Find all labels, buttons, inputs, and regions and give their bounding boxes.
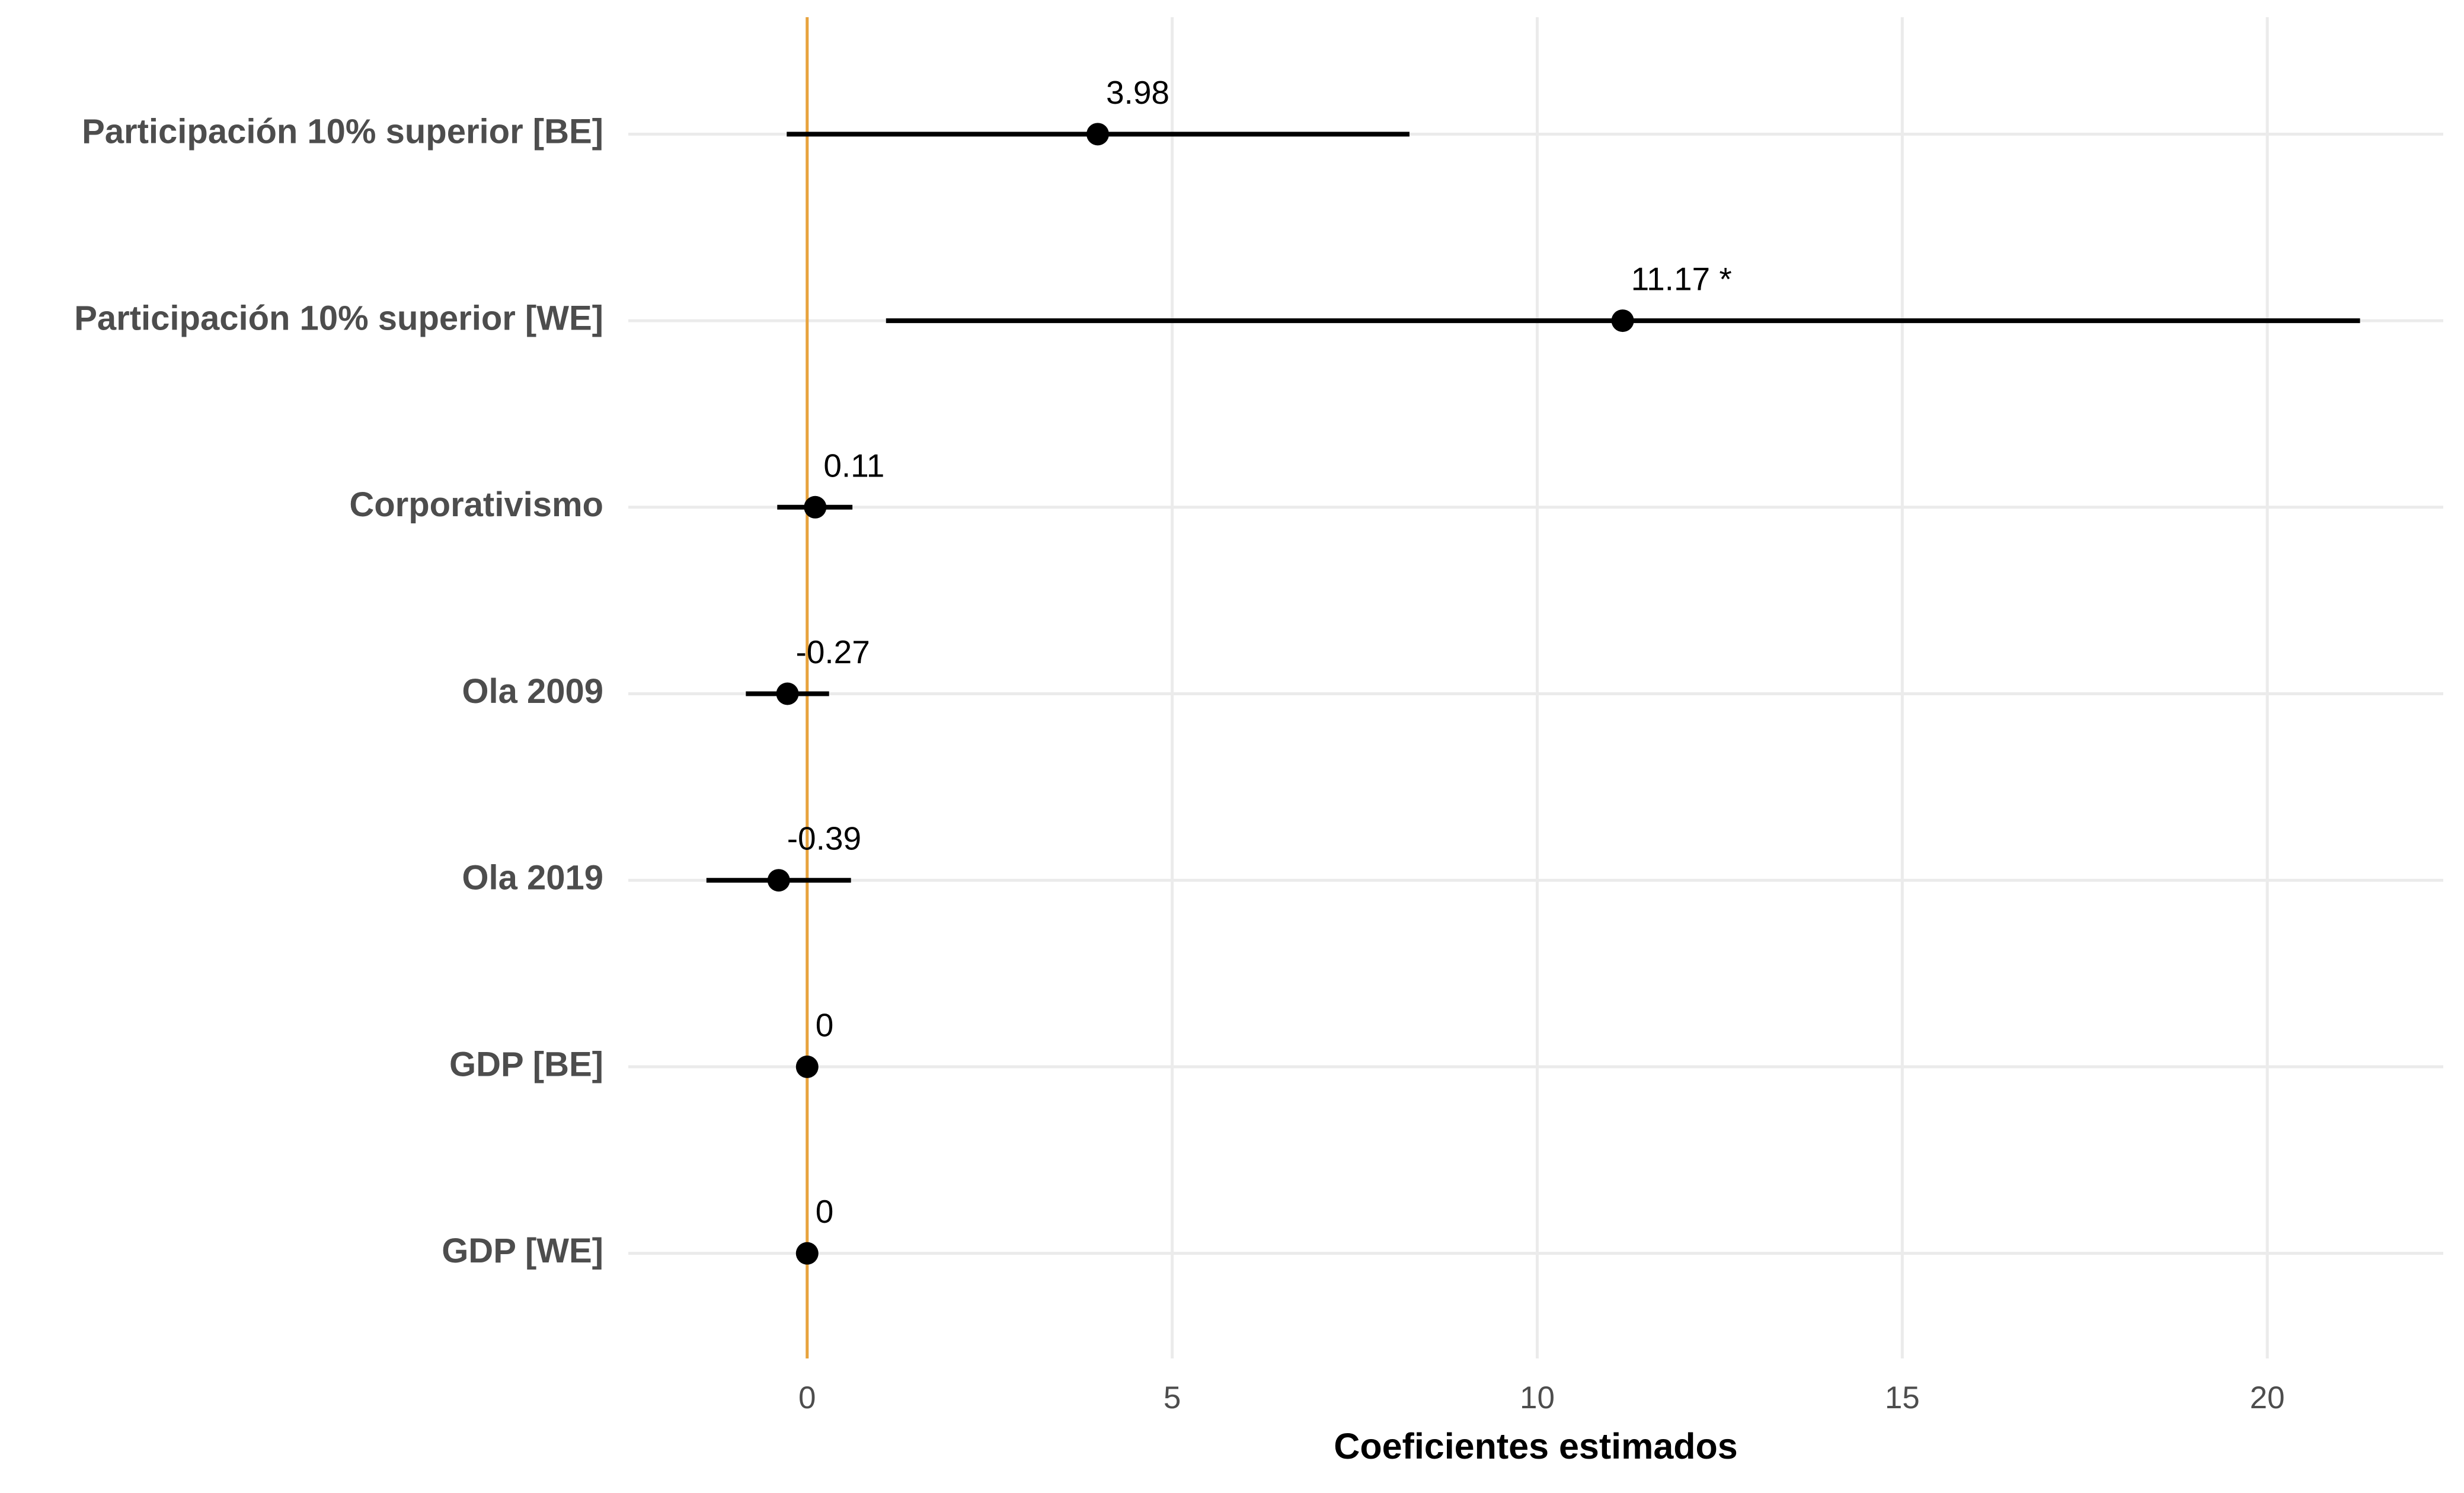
point	[1611, 309, 1634, 333]
x-tick-label: 15	[1885, 1380, 1920, 1415]
value-label: 3.98	[1106, 74, 1169, 111]
point	[767, 869, 790, 892]
y-tick-label: Ola 2019	[462, 859, 603, 897]
value-label: 0	[816, 1006, 834, 1043]
y-tick-label: GDP [WE]	[442, 1232, 603, 1270]
value-label: -0.27	[796, 634, 870, 670]
point	[776, 682, 799, 705]
point	[804, 495, 827, 519]
point	[1086, 123, 1109, 146]
point	[795, 1055, 819, 1078]
point	[795, 1242, 819, 1265]
x-tick-label: 0	[798, 1380, 816, 1415]
y-tick-label: Corporativismo	[349, 485, 603, 524]
y-tick-label: Participación 10% superior [BE]	[82, 113, 603, 151]
value-label: 0	[816, 1193, 834, 1230]
x-tick-label: 20	[2250, 1380, 2285, 1415]
y-tick-label: Participación 10% superior [WE]	[74, 299, 603, 337]
y-tick-label: Ola 2009	[462, 672, 603, 711]
value-label: 0.11	[823, 447, 884, 484]
y-tick-label: GDP [BE]	[449, 1045, 603, 1083]
value-label: -0.39	[787, 820, 861, 857]
x-tick-label: 10	[1520, 1380, 1555, 1415]
x-axis-title: Coeficientes estimados	[1334, 1426, 1737, 1466]
x-tick-label: 5	[1164, 1380, 1181, 1415]
value-label: 11.17 *	[1631, 261, 1732, 298]
